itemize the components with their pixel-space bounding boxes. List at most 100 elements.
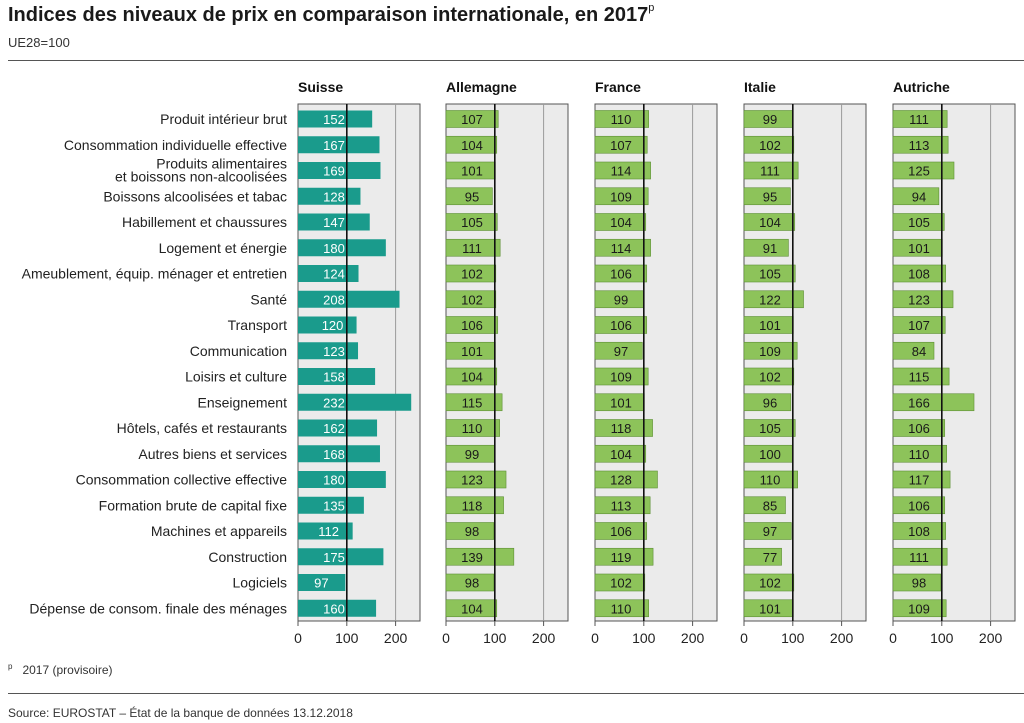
data-label: 135 [323, 498, 345, 513]
bar [298, 136, 380, 154]
category-label: Construction [208, 549, 287, 565]
bar [445, 290, 497, 309]
bar [298, 316, 357, 334]
panel-title-allemagne: Allemagne [446, 79, 517, 95]
data-label: 104 [610, 447, 632, 462]
bar [892, 264, 947, 283]
data-label: 125 [908, 164, 930, 179]
data-label: 160 [323, 601, 345, 616]
bar [892, 547, 948, 566]
bar [298, 445, 380, 463]
bar [743, 367, 795, 386]
data-label: 104 [461, 370, 483, 385]
category-label: Hôtels, cafés et restaurants [117, 420, 287, 436]
data-label: 168 [323, 447, 345, 462]
bar [445, 316, 499, 334]
data-label: 162 [323, 421, 345, 436]
bar [892, 496, 946, 515]
bar [743, 161, 799, 180]
bar [743, 496, 786, 515]
bar [743, 213, 796, 231]
axis-tick-label: 100 [930, 630, 954, 646]
data-label: 123 [461, 473, 483, 488]
bar [298, 393, 412, 411]
bar [594, 547, 654, 566]
bar [743, 238, 789, 257]
panel-background [743, 103, 867, 622]
data-label: 101 [610, 395, 632, 410]
data-label: 104 [759, 215, 781, 230]
bar [892, 522, 947, 540]
bar [298, 290, 400, 308]
chart-subtitle: UE28=100 [8, 35, 70, 50]
axis-tick-label: 200 [681, 630, 705, 646]
data-label: 99 [763, 112, 777, 127]
bar [892, 187, 940, 206]
bottom-divider [8, 693, 1024, 694]
title-superscript: p [648, 2, 655, 15]
bar [298, 368, 376, 385]
data-label: 108 [908, 524, 930, 539]
bar [743, 573, 795, 592]
data-label: 180 [323, 241, 345, 256]
bar [594, 367, 649, 386]
data-label: 119 [611, 550, 632, 565]
panel-background [445, 103, 569, 622]
category-label: Logement et énergie [159, 240, 288, 256]
bar [594, 496, 651, 515]
data-label: 120 [322, 318, 344, 333]
bar [892, 316, 946, 334]
data-label: 152 [323, 112, 345, 127]
category-label: Dépense de consom. finale des ménages [29, 600, 287, 616]
bar [298, 342, 359, 360]
bar [892, 290, 954, 309]
data-label: 115 [909, 370, 930, 385]
data-label: 101 [461, 164, 483, 179]
data-label: 113 [909, 138, 930, 153]
data-label: 106 [610, 524, 632, 539]
data-label: 110 [760, 473, 781, 488]
data-label: 106 [908, 421, 930, 436]
bar [298, 213, 370, 231]
data-label: 107 [461, 112, 483, 127]
data-label: 98 [912, 576, 926, 591]
bar [594, 238, 651, 257]
data-label: 97 [614, 344, 628, 359]
category-label: Transport [228, 317, 288, 333]
data-label: 104 [461, 601, 483, 616]
data-label: 109 [610, 189, 632, 204]
data-label: 123 [323, 344, 345, 359]
data-label: 107 [610, 138, 632, 153]
data-label: 118 [462, 498, 483, 513]
bar [892, 135, 949, 154]
footnote-text: 2017 (provisoire) [22, 663, 113, 677]
data-label: 158 [323, 370, 345, 385]
data-label: 106 [610, 318, 632, 333]
data-label: 96 [763, 395, 777, 410]
bar [594, 419, 653, 437]
bar [445, 264, 497, 283]
bar [892, 110, 948, 128]
bar [594, 599, 649, 618]
axis-tick-label: 100 [632, 630, 656, 646]
category-label: Communication [190, 343, 287, 359]
bar [594, 187, 649, 206]
footnote: p 2017 (provisoire) [8, 662, 113, 677]
bar [445, 470, 507, 489]
axis-tick-label: 200 [532, 630, 556, 646]
data-label: 85 [763, 498, 777, 513]
data-label: 107 [908, 318, 930, 333]
bar [445, 110, 499, 128]
source-note: Source: EUROSTAT – État de la banque de … [8, 706, 353, 720]
bar [892, 419, 946, 437]
data-label: 109 [759, 344, 781, 359]
bar [445, 573, 495, 592]
data-label: 104 [461, 138, 483, 153]
axis-tick-label: 100 [483, 630, 507, 646]
data-label: 102 [759, 370, 781, 385]
category-label: Consommation collective effective [76, 472, 288, 488]
footnote-marker: p [8, 662, 13, 671]
bar [298, 574, 346, 591]
bar [892, 213, 945, 231]
data-label: 117 [909, 473, 930, 488]
